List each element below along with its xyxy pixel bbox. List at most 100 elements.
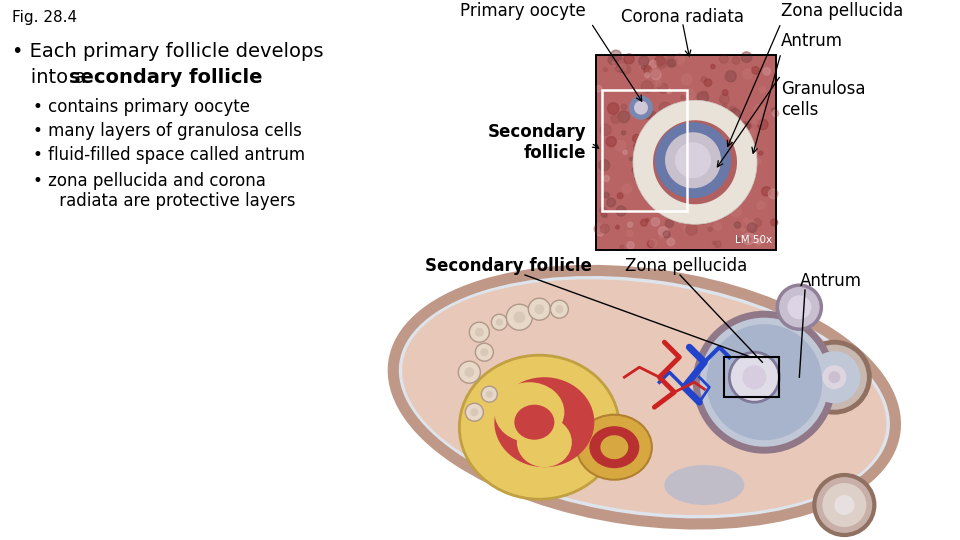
Ellipse shape bbox=[392, 268, 898, 526]
Circle shape bbox=[643, 102, 653, 111]
Circle shape bbox=[752, 66, 759, 74]
Circle shape bbox=[665, 132, 721, 188]
Circle shape bbox=[481, 386, 497, 402]
Circle shape bbox=[678, 218, 683, 223]
Circle shape bbox=[707, 212, 712, 218]
Text: • contains primary oocyte: • contains primary oocyte bbox=[12, 98, 250, 116]
Circle shape bbox=[725, 71, 736, 82]
Circle shape bbox=[747, 223, 756, 233]
Circle shape bbox=[787, 295, 811, 319]
Circle shape bbox=[716, 132, 726, 142]
Circle shape bbox=[698, 113, 706, 120]
Circle shape bbox=[686, 224, 697, 235]
Circle shape bbox=[756, 201, 765, 209]
Circle shape bbox=[752, 114, 762, 124]
Ellipse shape bbox=[516, 417, 572, 467]
Circle shape bbox=[730, 352, 780, 402]
Circle shape bbox=[712, 154, 720, 162]
Circle shape bbox=[725, 98, 729, 102]
Circle shape bbox=[708, 227, 712, 232]
Circle shape bbox=[714, 122, 718, 125]
Text: Primary oocyte: Primary oocyte bbox=[460, 2, 586, 20]
Circle shape bbox=[735, 154, 746, 164]
Circle shape bbox=[677, 137, 681, 141]
Circle shape bbox=[709, 164, 719, 173]
Circle shape bbox=[465, 367, 474, 377]
Circle shape bbox=[655, 122, 731, 198]
Ellipse shape bbox=[494, 377, 594, 467]
Circle shape bbox=[720, 55, 728, 63]
Circle shape bbox=[823, 365, 847, 389]
Circle shape bbox=[704, 175, 713, 185]
Circle shape bbox=[703, 152, 712, 162]
Circle shape bbox=[658, 143, 668, 153]
Circle shape bbox=[714, 241, 721, 247]
Circle shape bbox=[638, 56, 649, 66]
Circle shape bbox=[604, 176, 610, 181]
Circle shape bbox=[741, 52, 752, 63]
Circle shape bbox=[628, 222, 633, 227]
Circle shape bbox=[604, 214, 608, 218]
Circle shape bbox=[771, 219, 778, 226]
Circle shape bbox=[621, 104, 627, 110]
Circle shape bbox=[732, 57, 740, 64]
Circle shape bbox=[700, 219, 706, 225]
Circle shape bbox=[754, 219, 761, 227]
Circle shape bbox=[642, 177, 647, 181]
Text: Fig. 28.4: Fig. 28.4 bbox=[12, 10, 77, 25]
Circle shape bbox=[707, 134, 710, 138]
Circle shape bbox=[627, 231, 633, 237]
Circle shape bbox=[763, 68, 771, 75]
Circle shape bbox=[697, 167, 701, 171]
Text: Corona radiata: Corona radiata bbox=[621, 8, 744, 26]
Circle shape bbox=[678, 115, 689, 126]
Circle shape bbox=[800, 342, 870, 412]
Circle shape bbox=[600, 224, 610, 233]
Circle shape bbox=[514, 312, 525, 323]
Ellipse shape bbox=[459, 355, 619, 499]
Circle shape bbox=[697, 167, 708, 178]
Circle shape bbox=[667, 238, 675, 246]
Circle shape bbox=[486, 390, 492, 398]
Circle shape bbox=[652, 173, 658, 179]
Circle shape bbox=[747, 220, 756, 228]
Circle shape bbox=[708, 178, 711, 181]
Circle shape bbox=[475, 328, 484, 337]
Circle shape bbox=[658, 83, 668, 93]
Circle shape bbox=[528, 298, 550, 320]
Circle shape bbox=[729, 106, 736, 113]
Circle shape bbox=[710, 137, 720, 146]
Circle shape bbox=[768, 189, 778, 199]
Circle shape bbox=[506, 304, 533, 330]
Circle shape bbox=[458, 361, 480, 383]
Circle shape bbox=[660, 102, 671, 113]
Circle shape bbox=[734, 139, 741, 146]
Circle shape bbox=[759, 86, 766, 93]
Circle shape bbox=[700, 120, 706, 125]
Circle shape bbox=[703, 91, 708, 96]
Circle shape bbox=[670, 127, 677, 134]
Circle shape bbox=[761, 187, 771, 196]
Circle shape bbox=[622, 131, 626, 135]
Circle shape bbox=[620, 245, 624, 249]
Circle shape bbox=[550, 300, 568, 318]
Circle shape bbox=[663, 123, 668, 127]
Circle shape bbox=[684, 89, 695, 99]
Circle shape bbox=[745, 180, 753, 187]
Circle shape bbox=[681, 96, 684, 99]
Text: Antrum: Antrum bbox=[800, 272, 862, 290]
Circle shape bbox=[595, 85, 602, 92]
Circle shape bbox=[634, 142, 642, 151]
Circle shape bbox=[647, 111, 657, 120]
Circle shape bbox=[604, 68, 608, 72]
Circle shape bbox=[743, 69, 753, 79]
Circle shape bbox=[599, 160, 610, 171]
Circle shape bbox=[717, 184, 727, 194]
Circle shape bbox=[756, 159, 761, 164]
Text: • zona pellucida and corona: • zona pellucida and corona bbox=[12, 172, 266, 190]
Circle shape bbox=[674, 204, 678, 207]
Text: Secondary follicle: Secondary follicle bbox=[425, 257, 592, 275]
Circle shape bbox=[730, 181, 732, 184]
Circle shape bbox=[619, 64, 626, 71]
Text: radiata are protective layers: radiata are protective layers bbox=[12, 192, 296, 210]
